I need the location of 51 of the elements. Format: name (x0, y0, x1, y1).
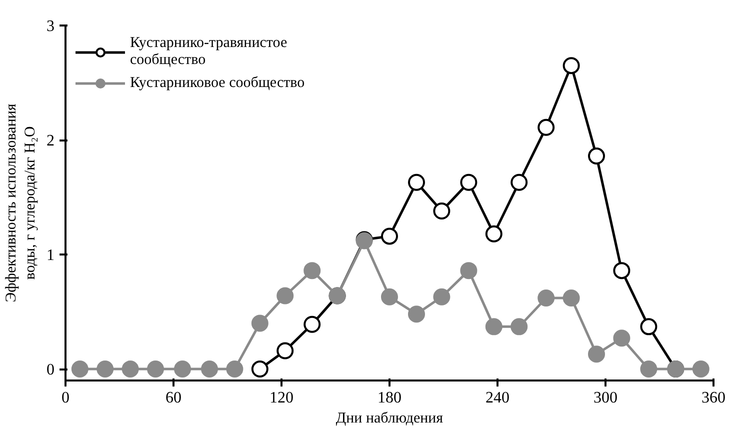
point (433, 288, 450, 306)
point (460, 174, 478, 191)
y-tick-label: 1 (46, 247, 54, 264)
point (71, 360, 88, 378)
x-tick-label: 300 (594, 390, 618, 406)
x-axis-title: Дни наблюдения (336, 410, 444, 426)
legend-label: Кустарнико-травянистое сообщество (130, 35, 288, 69)
x-tick-label: 240 (486, 390, 510, 406)
legend-label: Кустарниковое сообщество (130, 74, 305, 92)
y-tick-label: 3 (46, 18, 54, 35)
point (276, 342, 294, 360)
point (174, 360, 191, 378)
point (613, 262, 630, 280)
y-tick-label: 2 (46, 132, 54, 150)
point (226, 360, 244, 378)
y-tick-label: 0 (46, 362, 54, 379)
point (562, 57, 580, 74)
point (588, 148, 605, 165)
point (96, 360, 114, 378)
point (485, 225, 502, 242)
point (201, 360, 218, 378)
point (510, 318, 528, 336)
point (538, 118, 555, 136)
x-tick-label: 60 (166, 390, 182, 406)
x-tick-label: 120 (270, 390, 294, 406)
point (251, 314, 268, 332)
point (640, 318, 658, 336)
y-axis-title: Эффективность использования воды, г углерода/кг H₂O (3, 104, 38, 302)
point (276, 287, 294, 304)
point (381, 228, 398, 245)
point (147, 360, 164, 378)
x-tick-label: 180 (378, 390, 402, 406)
point (122, 360, 139, 378)
point (588, 346, 605, 363)
point (304, 316, 321, 333)
point (381, 288, 398, 306)
x-tick-label: 360 (702, 390, 726, 406)
point (304, 262, 321, 280)
point (692, 360, 710, 378)
point (485, 318, 502, 336)
point (433, 202, 450, 220)
point (251, 360, 268, 378)
x-tick-label: 0 (62, 390, 70, 406)
point (460, 262, 478, 280)
point (640, 360, 658, 378)
point (562, 290, 580, 307)
point (510, 174, 528, 191)
point (408, 306, 425, 323)
point (613, 330, 630, 347)
point (538, 290, 555, 307)
point (408, 174, 425, 191)
